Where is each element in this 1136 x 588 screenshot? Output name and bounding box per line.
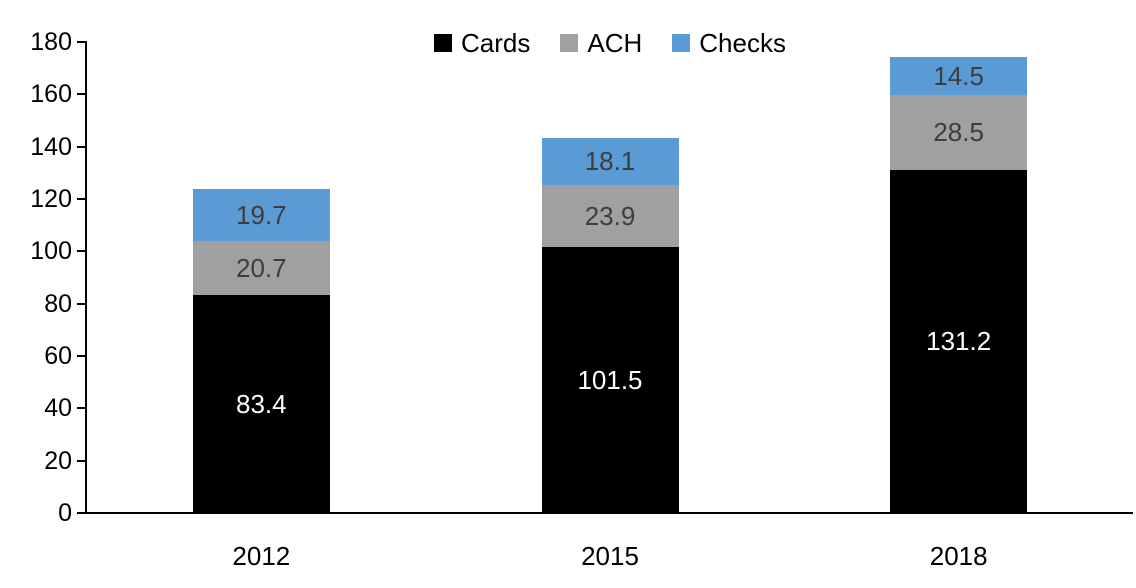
bar-value-label: 14.5 <box>933 61 984 92</box>
y-axis-tick-label: 160 <box>30 80 72 109</box>
legend-marker-checks <box>672 34 691 52</box>
legend-item-cards: Cards <box>434 30 530 56</box>
bar-segment-ach-2012: 20.7 <box>192 240 330 295</box>
bar-segment-checks-2018: 14.5 <box>890 57 1028 96</box>
bar-segment-ach-2015: 23.9 <box>541 184 679 248</box>
legend-label: ACH <box>587 28 643 58</box>
y-axis-tick <box>77 93 87 96</box>
bar-value-label: 131.2 <box>926 326 992 357</box>
bar-value-label: 101.5 <box>577 365 643 396</box>
legend-item-checks: Checks <box>672 30 786 56</box>
legend-label: Checks <box>699 28 786 58</box>
legend-marker-ach <box>560 34 579 52</box>
y-axis-tick-label: 0 <box>58 499 72 527</box>
y-axis-tick-label: 100 <box>30 237 72 266</box>
legend-label: Cards <box>461 28 531 58</box>
bar-value-label: 23.9 <box>584 201 636 232</box>
y-axis-tick <box>77 145 87 148</box>
y-axis-tick <box>77 250 87 253</box>
chart-legend: Cards ACH Checks <box>87 30 1133 56</box>
x-axis-label: 2015 <box>581 541 639 571</box>
y-axis-tick-label: 180 <box>30 28 72 56</box>
y-axis-tick <box>77 407 87 410</box>
x-axis-line <box>77 512 1133 514</box>
bar-segment-checks-2015: 18.1 <box>541 137 679 185</box>
legend-marker-cards <box>434 34 453 52</box>
bar-segment-cards-2018: 131.2 <box>890 169 1028 513</box>
y-axis-tick-label: 60 <box>44 342 72 370</box>
bar-value-label: 20.7 <box>236 252 287 283</box>
bar-value-label: 83.4 <box>236 388 287 419</box>
x-axis-label: 2012 <box>232 541 291 571</box>
y-axis-tick <box>77 302 87 305</box>
y-axis-tick <box>77 355 87 357</box>
bar-segment-cards-2012: 83.4 <box>192 294 330 513</box>
y-axis-tick <box>77 459 87 462</box>
bar-segment-ach-2018: 28.5 <box>890 95 1028 170</box>
bar-segment-checks-2012: 19.7 <box>192 189 330 241</box>
y-axis-tick-label: 80 <box>44 289 72 318</box>
bar-value-label: 28.5 <box>933 117 984 148</box>
bar-value-label: 19.7 <box>236 199 287 230</box>
y-axis-tick-label: 20 <box>44 446 72 475</box>
bar-value-label: 18.1 <box>584 146 636 177</box>
y-axis-tick <box>77 198 87 200</box>
y-axis-tick-label: 40 <box>44 394 72 423</box>
y-axis-tick-label: 140 <box>30 132 72 161</box>
x-axis-label: 2018 <box>929 541 988 571</box>
y-axis-line <box>85 42 87 513</box>
bar-segment-cards-2015: 101.5 <box>541 247 679 513</box>
y-axis-tick-label: 120 <box>30 185 72 213</box>
y-axis-tick <box>77 41 87 43</box>
legend-item-ach: ACH <box>560 30 642 56</box>
